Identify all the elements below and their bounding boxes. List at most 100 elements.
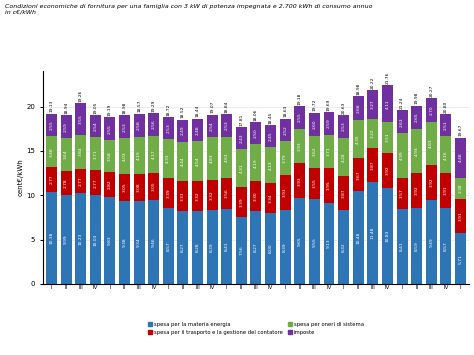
Text: 2.49: 2.49 [181,126,185,135]
Bar [148,173,159,200]
Text: 2.53: 2.53 [342,122,346,131]
Text: 20.22: 20.22 [371,76,375,89]
Text: 2.68: 2.68 [356,103,360,113]
Bar [455,178,466,199]
Bar [221,178,232,209]
Text: 9.65: 9.65 [298,236,302,246]
Bar [104,140,115,172]
Legend: spesa per la materia energia, spesa per il trasporto e la gestione del contatore: spesa per la materia energia, spesa per … [146,320,366,337]
Text: 4.17: 4.17 [152,150,155,159]
Text: 2.77: 2.77 [79,176,82,186]
Text: 3.05: 3.05 [152,182,155,191]
Text: 9.46: 9.46 [152,237,155,247]
Bar [367,119,378,148]
Bar [192,119,203,141]
Text: 18.57: 18.57 [137,100,141,113]
Bar [353,191,364,284]
Bar [324,135,335,168]
Text: 20.80: 20.80 [444,100,448,113]
Text: 18.98: 18.98 [356,82,360,95]
Text: 19.98: 19.98 [415,92,419,104]
Text: 18.98: 18.98 [122,102,127,114]
Text: 9.34: 9.34 [137,238,141,247]
Text: 4.93: 4.93 [415,146,419,156]
Text: 10.83: 10.83 [385,230,390,242]
Bar [280,175,291,209]
Text: 9.13: 9.13 [327,239,331,248]
Text: 19.05: 19.05 [93,101,97,114]
Text: 9.38: 9.38 [122,237,127,247]
Bar [353,120,364,158]
Bar [75,103,86,135]
Text: 2.50: 2.50 [254,128,258,138]
Text: 3.71: 3.71 [93,149,97,159]
Y-axis label: cent€/kWh: cent€/kWh [17,159,23,196]
Bar [455,233,466,284]
Text: 18.84: 18.84 [225,100,229,113]
Bar [426,122,437,165]
Bar [75,135,86,169]
Text: 5.71: 5.71 [458,254,463,263]
Bar [163,117,174,140]
Text: 4.03: 4.03 [122,151,127,160]
Bar [382,188,393,284]
Text: 3.95: 3.95 [327,181,331,190]
Bar [294,106,305,129]
Text: 8.27: 8.27 [254,242,258,252]
Text: 4.19: 4.19 [254,158,258,168]
Text: 8.39: 8.39 [210,242,214,252]
Text: 18.63: 18.63 [283,105,287,118]
Text: 2.54: 2.54 [93,121,97,131]
Bar [119,115,130,138]
Bar [411,129,422,173]
Bar [177,211,188,284]
Bar [177,181,188,211]
Text: 2.53: 2.53 [225,121,229,130]
Bar [250,122,262,144]
Text: 3.58: 3.58 [108,151,112,161]
Bar [192,141,203,181]
Text: 3.57: 3.57 [400,189,404,198]
Bar [90,170,101,195]
Text: 4.13: 4.13 [269,160,273,170]
Text: 3.64: 3.64 [64,150,68,159]
Text: 2.70: 2.70 [429,105,433,115]
Text: 3.08: 3.08 [137,182,141,192]
Text: 19.13: 19.13 [49,100,54,113]
Bar [75,169,86,193]
Text: 4.63: 4.63 [225,152,229,162]
Text: 10.03: 10.03 [93,233,97,246]
Bar [280,209,291,284]
Text: 3.62: 3.62 [312,147,317,157]
Bar [134,114,145,137]
Bar [426,200,437,284]
Text: 19.26: 19.26 [79,89,82,102]
Text: 4.83: 4.83 [429,139,433,148]
Text: 8.41: 8.41 [400,242,404,251]
Text: 2.77: 2.77 [93,178,97,187]
Text: 2.77: 2.77 [49,175,54,184]
Text: 11.48: 11.48 [371,227,375,239]
Text: 8.41: 8.41 [225,242,229,251]
Text: 4.44: 4.44 [181,157,185,166]
Text: 17.81: 17.81 [239,113,243,126]
Bar [236,217,247,284]
Bar [397,110,408,133]
Bar [455,199,466,233]
Text: 19.69: 19.69 [327,98,331,111]
Bar [236,148,247,187]
Text: 2.82: 2.82 [108,179,112,189]
Text: 10.48: 10.48 [356,231,360,244]
Text: 20.27: 20.27 [429,84,433,97]
Text: 18.72: 18.72 [166,103,170,116]
Bar [440,136,451,173]
Text: 3.67: 3.67 [356,170,360,180]
Bar [148,113,159,136]
Text: 8.28: 8.28 [195,242,200,252]
Bar [309,136,320,168]
Bar [265,213,276,284]
Text: 2.59: 2.59 [64,122,68,132]
Text: 3.34: 3.34 [269,193,273,203]
Text: 2.59: 2.59 [327,119,331,129]
Text: 3.93: 3.93 [298,176,302,186]
